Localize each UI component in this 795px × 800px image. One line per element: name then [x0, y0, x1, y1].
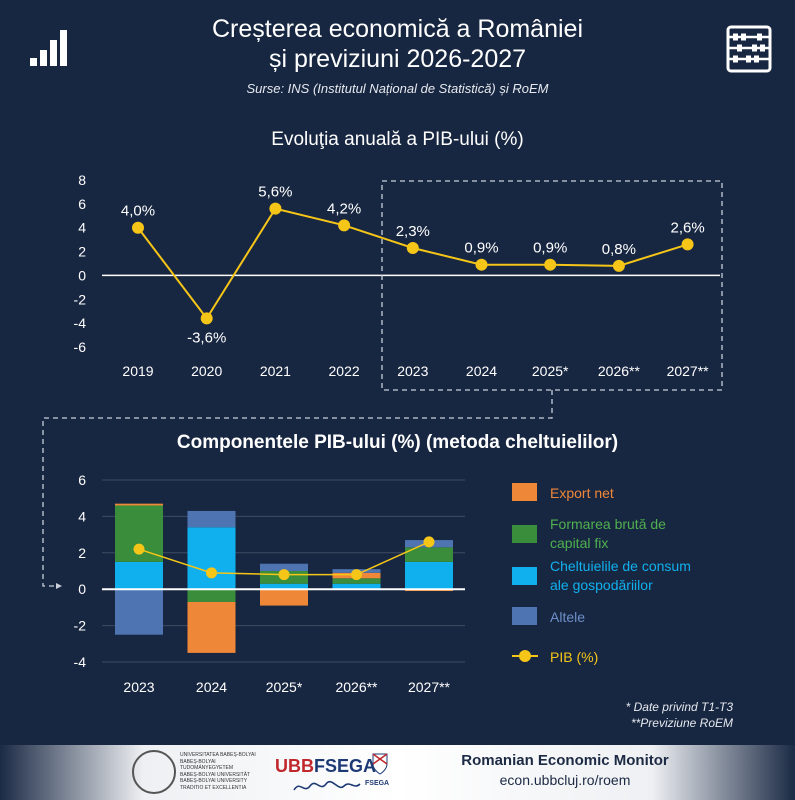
bar-segment	[332, 578, 381, 584]
legend-swatch-consum	[512, 567, 537, 585]
chart1-title: Evoluţia anuală a PIB-ului (%)	[271, 129, 524, 150]
chart2-title: Componentele PIB-ului (%) (metoda cheltu…	[176, 432, 619, 453]
gdp-point	[200, 312, 213, 325]
gdp-data-label: 0,9%	[464, 240, 498, 257]
ubb-seal-logo	[132, 750, 176, 794]
x-tick-label: 2021	[260, 363, 291, 379]
bar-segment	[115, 589, 163, 635]
gdp-point	[544, 258, 557, 271]
bar-chart-icon	[30, 30, 67, 66]
gdp-point	[406, 241, 419, 254]
y-tick-label: 8	[78, 172, 86, 188]
x-tick-label: 2024	[466, 363, 497, 379]
bar-segment	[260, 563, 308, 571]
gdp-point	[338, 219, 351, 232]
footer-url[interactable]: econ.ubbcluj.ro/roem	[499, 772, 631, 788]
fsega-flag-icon	[372, 753, 388, 775]
x-tick-label: 2020	[191, 363, 222, 379]
note-t1-t3: * Date privind T1-T3	[625, 700, 733, 714]
legend-pib: PIB (%)	[550, 649, 599, 665]
y-tick-label: 6	[78, 472, 86, 488]
x-tick-label: 2026**	[598, 363, 641, 379]
y-tick-label: 4	[78, 508, 86, 524]
x-tick-label: 2025*	[532, 363, 569, 379]
x-tick-label: 2026**	[335, 679, 378, 695]
abacus-icon	[726, 25, 772, 73]
bar-segment	[260, 583, 308, 590]
legend-swatch-altele	[512, 607, 537, 625]
gdp-point	[612, 259, 625, 272]
gdp-line-chart: 8 6 4 2 0 -2 -4 -6 4,0% -3,6% 5,6% 4,2% 2,3% 0,9% 0,9%…	[74, 172, 720, 379]
fsega-logo-small: FSEGA	[365, 780, 390, 787]
gdp-data-label: 5,6%	[258, 184, 292, 201]
gdp-data-label: 0,8%	[602, 241, 636, 258]
gdp-data-label: 2,6%	[670, 219, 704, 236]
gdp-point	[269, 202, 282, 215]
gdp-data-label: 4,2%	[327, 200, 361, 217]
x-tick-label: 2027**	[667, 363, 710, 379]
bar-segment	[187, 601, 236, 653]
y-tick-label: -2	[74, 291, 87, 307]
fsega-logo: UBBFSEGA	[275, 756, 377, 776]
bar-segment	[187, 589, 236, 602]
bar-segment	[332, 583, 381, 590]
bar-segment	[405, 547, 453, 562]
pib-point	[133, 543, 145, 555]
legend-swatch-export	[512, 483, 537, 501]
fsega-signature-icon	[293, 780, 361, 791]
bar-segment	[115, 503, 163, 506]
y-tick-label: -4	[74, 315, 87, 331]
bar-segment	[187, 510, 236, 528]
gdp-data-label: -3,6%	[187, 329, 226, 346]
y-tick-label: -4	[74, 654, 87, 670]
x-tick-label: 2023	[397, 363, 428, 379]
legend-export: Export net	[550, 485, 614, 501]
y-tick-label: 0	[78, 581, 86, 597]
gdp-point	[681, 238, 694, 251]
y-tick-label: 0	[78, 267, 86, 283]
x-tick-label: 2022	[329, 363, 360, 379]
bar-segment	[405, 561, 453, 590]
pib-point	[423, 536, 435, 548]
gdp-point	[475, 258, 488, 271]
x-tick-label: 2025*	[266, 679, 303, 695]
y-tick-label: -6	[74, 339, 87, 355]
pib-point	[278, 569, 290, 581]
legend-consum: Cheltuielile de consum ale gospodăriilor	[550, 558, 691, 593]
x-tick-label: 2023	[123, 679, 154, 695]
gdp-data-label: 4,0%	[121, 203, 155, 220]
page-title: Creșterea economică a României și previz…	[211, 15, 583, 73]
y-tick-label: 2	[78, 244, 86, 260]
bar-segment	[260, 589, 308, 606]
bar-segment	[115, 561, 163, 590]
footer-bar	[0, 745, 795, 800]
gdp-point	[132, 221, 144, 234]
y-tick-label: 2	[78, 545, 86, 561]
note-roem: **Previziune RoEM	[630, 716, 733, 730]
x-tick-label: 2024	[196, 679, 227, 695]
y-tick-label: 6	[78, 196, 86, 212]
footer-monitor-title: Romanian Economic Monitor	[461, 752, 669, 769]
y-tick-label: -2	[74, 618, 87, 634]
pib-point	[206, 567, 217, 579]
sources-text: Surse: INS (Institutul Național de Stati…	[246, 81, 549, 96]
gdp-data-label: 0,9%	[533, 240, 567, 257]
ubb-wordmark: UNIVERSITATEA BABEȘ-BOLYAI BABEȘ-BOLYAI …	[180, 752, 256, 791]
components-bar-chart: 6 4 2 0 -2 -4 2023 2024 2025* 2026** 2027**	[74, 472, 465, 695]
x-tick-label: 2019	[122, 363, 153, 379]
gdp-data-label: 2,3%	[396, 223, 430, 240]
y-tick-label: 4	[78, 220, 86, 236]
legend-swatch-fbcf	[512, 525, 537, 543]
pib-point	[351, 569, 362, 581]
legend-fbcf: Formarea brută de capital fix	[550, 516, 666, 551]
legend-swatch-pib	[512, 650, 538, 662]
bar-segment	[187, 527, 236, 590]
x-tick-label: 2027**	[408, 679, 451, 695]
legend-altele: Altele	[550, 609, 586, 625]
